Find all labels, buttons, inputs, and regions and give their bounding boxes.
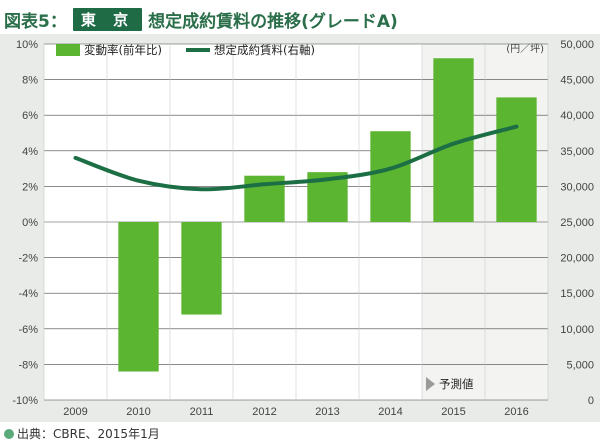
source-text: 出典：CBRE、2015年1月: [17, 427, 160, 441]
left-tick-label: -8%: [18, 359, 38, 371]
left-tick-label: 6%: [22, 110, 38, 122]
source-dot-icon: [4, 428, 14, 439]
x-tick-label: 2014: [378, 406, 402, 418]
right-tick-label: 35,000: [560, 146, 594, 158]
left-tick-label: 4%: [22, 146, 38, 158]
legend-bar-swatch: [56, 44, 80, 56]
x-tick-label: 2011: [190, 406, 214, 418]
left-tick-label: -10%: [12, 395, 38, 407]
x-tick-label: 2016: [504, 406, 528, 418]
right-tick-label: 5,000: [566, 359, 594, 371]
right-tick-label: 45,000: [560, 75, 594, 87]
x-tick-label: 2010: [126, 406, 150, 418]
title-prefix: 図表5：: [4, 11, 67, 32]
bar-2014: [370, 131, 411, 222]
left-tick-label: 2%: [22, 181, 38, 193]
rent-line: [73, 124, 519, 192]
unit-label: (円／坪): [506, 42, 544, 55]
bar-2016: [496, 97, 537, 222]
bar-2011: [181, 222, 222, 315]
right-tick-label: 0: [588, 395, 594, 407]
chart-svg: -10% -8% -6% -4% -2% 0% 2% 4% 6% 8% 10% 0 5,000 10,00…: [12, 39, 594, 418]
left-tick-label: 10%: [16, 39, 38, 51]
title-badge: 東 京: [72, 7, 143, 31]
x-tick-label: 2009: [63, 406, 87, 418]
x-tick-label: 2012: [252, 406, 276, 418]
right-tick-label: 25,000: [560, 217, 594, 229]
source-note: 出典：CBRE、2015年1月: [4, 425, 160, 442]
forecast-label: 予測値: [439, 377, 474, 391]
left-tick-label: -6%: [18, 324, 38, 336]
chart-frame: -10% -8% -6% -4% -2% 0% 2% 4% 6% 8% 10% 0 5,000 10,00…: [0, 34, 600, 422]
right-tick-label: 30,000: [560, 181, 594, 193]
left-tick-label: -2%: [18, 253, 38, 265]
right-tick-label: 40,000: [560, 110, 594, 122]
bar-2010: [118, 222, 159, 372]
chart-title: 図表5： 東 京 想定成約賃料の推移(グレードA): [4, 6, 398, 32]
title-text: 想定成約賃料の推移(グレードA): [148, 11, 398, 32]
x-tick-label: 2013: [315, 406, 339, 418]
left-tick-label: 8%: [22, 75, 38, 87]
legend-line-label: 想定成約賃料(右軸): [214, 43, 315, 57]
forecast-arrow-icon: [426, 377, 435, 391]
left-tick-label: 0%: [22, 217, 38, 229]
right-tick-label: 15,000: [560, 288, 594, 300]
right-tick-label: 50,000: [560, 39, 594, 51]
left-tick-label: -4%: [18, 288, 38, 300]
right-tick-label: 20,000: [560, 253, 594, 265]
right-tick-label: 10,000: [560, 324, 594, 336]
x-tick-label: 2015: [441, 406, 465, 418]
legend-bar-label: 変動率(前年比): [84, 43, 162, 57]
